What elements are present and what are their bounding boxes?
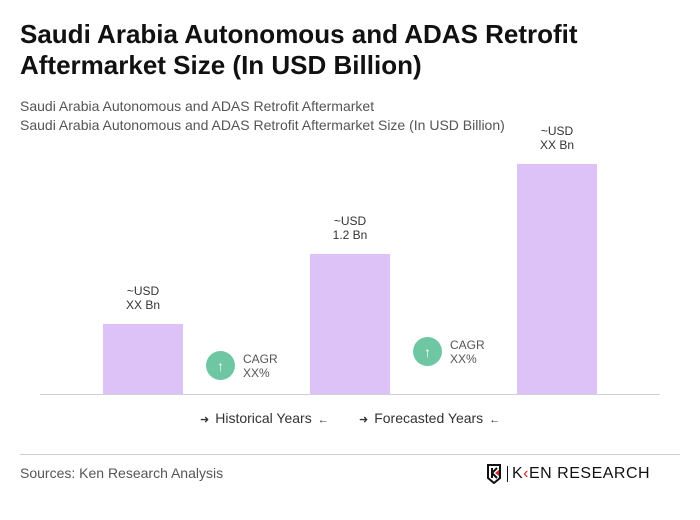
legend-label: Forecasted Years [374,410,484,426]
arrow-up-icon: ↑ [206,351,235,380]
legend-forecasted: ➜ Forecasted Years ← [353,410,506,426]
arrow-up-icon: ↑ [413,337,442,366]
ken-research-logo: K‹EN RESEARCH [486,464,650,484]
bar-data-label: ~USD XX Bn [125,284,161,312]
arrow-left-icon: ← [489,414,501,426]
legend-label: Historical Years [215,410,312,426]
logo-text: K‹EN RESEARCH [512,465,651,482]
logo-icon [487,464,501,484]
arrow-right-icon: ➜ [200,414,210,426]
bar-data-label: ~USD XX Bn [539,124,575,153]
chart-subtitle: Saudi Arabia Autonomous and ADAS Retrofi… [20,98,375,114]
chart-title: Saudi Arabia Autonomous and ADAS Retrofi… [20,19,578,80]
bar-3 [517,164,597,394]
legend-historical: ➜ Historical Years ← [194,410,335,426]
footer-divider [20,454,680,455]
source-text: Sources: Ken Research Analysis [20,465,224,481]
bar-1 [103,324,183,394]
cagr-value: XX% [243,365,270,380]
cagr-badge-1: ↑ CAGR XX% [206,351,278,380]
bar-2 [310,254,390,394]
chart-subtitle-2: Saudi Arabia Autonomous and ADAS Retrofi… [20,117,505,133]
cagr-label: CAGR [243,351,278,366]
arrow-left-icon: ← [317,414,329,426]
x-axis-line [40,394,660,395]
bar-data-label: ~USD 1.2 Bn [332,214,368,242]
cagr-value: XX% [450,351,477,366]
arrow-right-icon: ➜ [359,414,369,426]
cagr-badge-2: ↑ CAGR XX% [413,337,485,366]
cagr-label: CAGR [450,337,485,352]
